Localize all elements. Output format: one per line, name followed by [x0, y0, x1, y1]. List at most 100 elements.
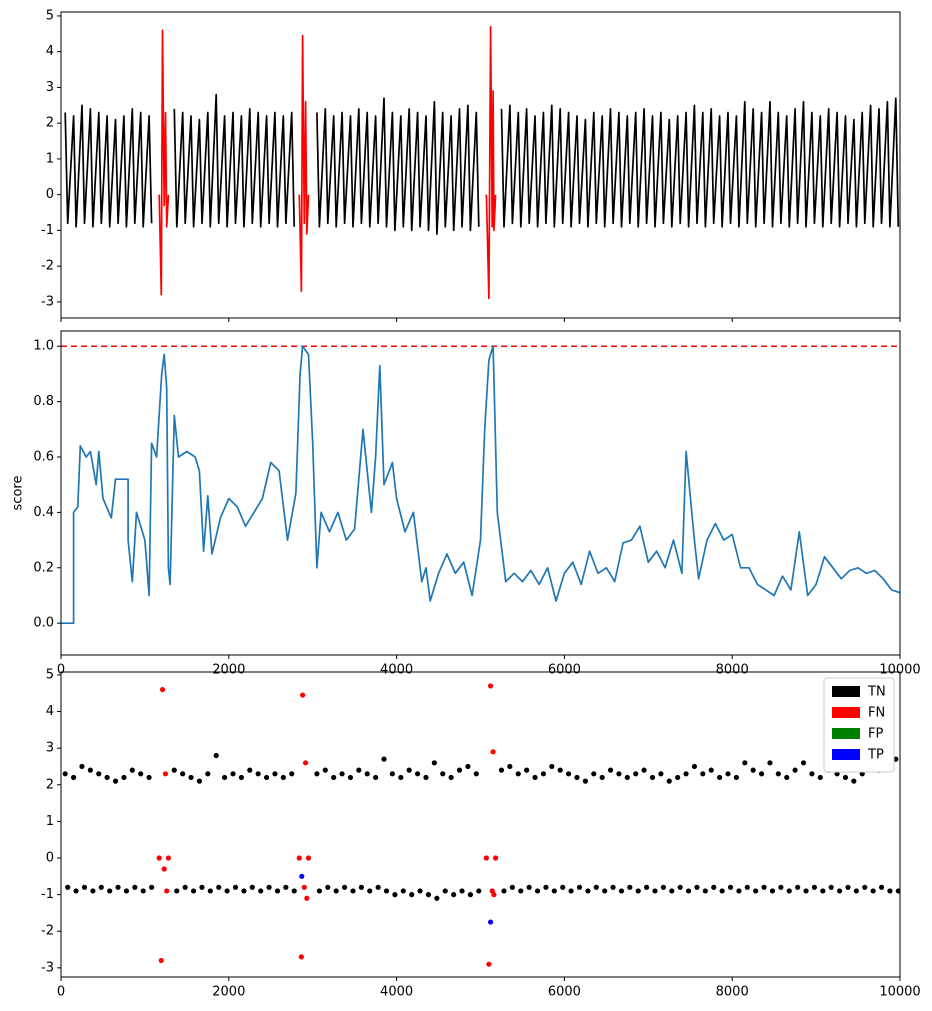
point [232, 884, 239, 890]
point [383, 888, 390, 894]
y-tick-label: 0.0 [33, 616, 54, 631]
point [803, 888, 809, 894]
point [786, 888, 792, 894]
point [490, 749, 496, 755]
point [778, 884, 784, 890]
point [81, 884, 88, 890]
point [591, 771, 597, 777]
x-tick-label: 10000 [879, 663, 920, 678]
point [658, 771, 664, 777]
point [129, 767, 135, 773]
series-line [485, 25, 497, 300]
point [820, 888, 826, 894]
series-line [500, 97, 900, 228]
point [641, 767, 647, 773]
point [758, 771, 765, 777]
point [280, 774, 286, 781]
point [585, 888, 591, 894]
point [543, 884, 549, 890]
point [736, 888, 742, 894]
point [161, 866, 167, 872]
point [350, 888, 356, 894]
series-line [61, 345, 900, 625]
point [409, 892, 415, 898]
point [289, 771, 295, 777]
point [618, 888, 625, 894]
point [557, 767, 563, 773]
y-tick-label: 0.8 [33, 394, 54, 409]
point [373, 774, 379, 781]
point [389, 771, 396, 777]
legend-swatch [832, 728, 860, 739]
point [138, 771, 144, 777]
series-line [298, 34, 310, 293]
point [296, 855, 302, 861]
point [518, 888, 524, 894]
y-tick-label: 0.6 [33, 450, 54, 465]
point [753, 888, 759, 894]
point [727, 884, 734, 890]
point [792, 767, 798, 773]
point [708, 767, 714, 773]
point [733, 774, 739, 781]
point [207, 888, 213, 894]
point [356, 767, 362, 773]
point [406, 767, 412, 773]
point [456, 767, 463, 773]
point [364, 771, 370, 777]
point [414, 771, 421, 777]
point [90, 888, 96, 894]
point [448, 774, 454, 781]
point [483, 855, 489, 861]
point [719, 888, 725, 894]
y-tick-label: 2 [46, 777, 54, 792]
point [842, 774, 849, 781]
point [341, 884, 348, 890]
point [501, 888, 507, 894]
point [398, 774, 404, 781]
axes-frame [60, 330, 901, 656]
legend-label: TN [867, 685, 886, 700]
point [576, 884, 583, 890]
point [425, 892, 432, 898]
series-line [173, 93, 296, 228]
x-tick-label: 6000 [548, 663, 581, 678]
plot-area [62, 683, 900, 967]
point [811, 884, 818, 890]
series-line [64, 104, 153, 228]
point [112, 778, 119, 784]
point [300, 692, 306, 698]
point [107, 888, 113, 894]
legend-label: FN [868, 706, 885, 721]
point [367, 888, 373, 894]
point [451, 892, 457, 898]
point [104, 774, 110, 781]
point [283, 884, 289, 890]
point [677, 884, 683, 890]
point [249, 884, 255, 890]
point [582, 778, 588, 784]
point [263, 774, 270, 781]
series-line [158, 29, 170, 296]
point [230, 771, 236, 777]
point [65, 884, 71, 890]
y-tick-label: 1.0 [33, 339, 54, 354]
point [602, 888, 608, 894]
y-tick-label: 3 [46, 741, 54, 756]
point [845, 884, 851, 890]
point [761, 884, 767, 890]
point [851, 778, 857, 784]
point [180, 771, 186, 777]
point [574, 774, 580, 781]
point [266, 884, 272, 890]
point [162, 771, 169, 777]
point [607, 767, 614, 773]
y-tick-label: 1 [46, 151, 54, 166]
point [62, 771, 68, 777]
x-tick-label: 8000 [716, 985, 749, 1000]
point [322, 767, 328, 773]
point [627, 884, 633, 890]
point [392, 892, 398, 898]
point [339, 771, 345, 777]
